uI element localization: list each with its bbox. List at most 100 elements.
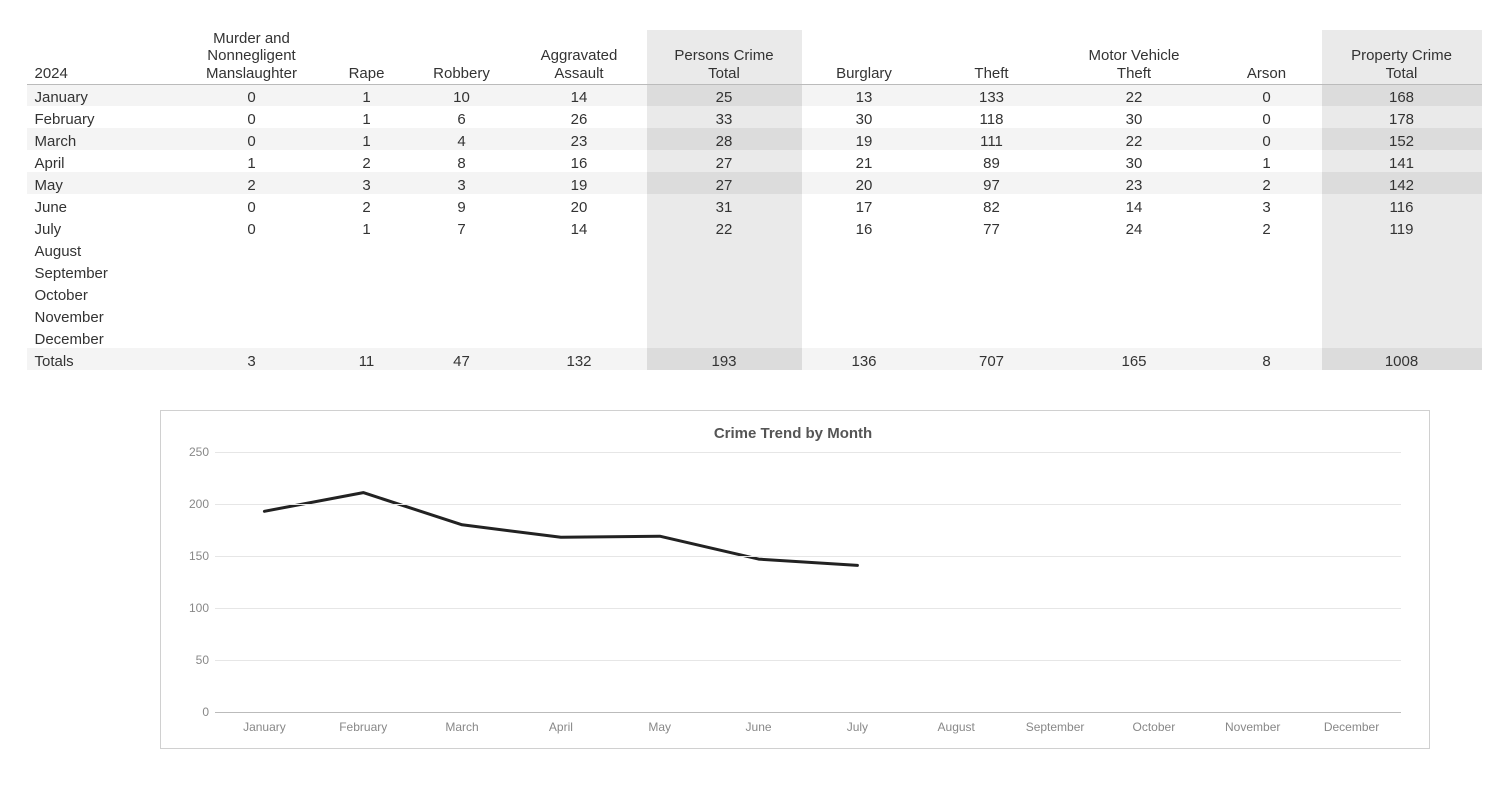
y-tick-label: 0: [177, 705, 209, 719]
chart-line: [215, 452, 1401, 712]
crime-table: 2024 Murder andNonnegligentManslaughterR…: [27, 30, 1482, 370]
x-tick-label: February: [314, 720, 413, 734]
data-cell: 30: [802, 106, 927, 128]
totals-cell: 3: [182, 348, 322, 370]
data-cell: [647, 260, 802, 282]
data-cell: 0: [182, 106, 322, 128]
data-cell: 77: [927, 216, 1057, 238]
month-cell: April: [27, 150, 182, 172]
data-cell: [512, 238, 647, 260]
totals-cell: 165: [1057, 348, 1212, 370]
grid-line: [215, 556, 1401, 557]
data-cell: 2: [1212, 216, 1322, 238]
data-cell: 14: [1057, 194, 1212, 216]
data-cell: [1322, 260, 1482, 282]
data-cell: [322, 304, 412, 326]
table-row: July01714221677242119: [27, 216, 1482, 238]
x-tick-label: January: [215, 720, 314, 734]
chart-x-axis: JanuaryFebruaryMarchAprilMayJuneJulyAugu…: [215, 720, 1401, 734]
month-cell: February: [27, 106, 182, 128]
data-cell: 3: [412, 172, 512, 194]
data-cell: [1057, 282, 1212, 304]
x-tick-label: October: [1104, 720, 1203, 734]
data-cell: 28: [647, 128, 802, 150]
data-cell: 23: [1057, 172, 1212, 194]
data-cell: 133: [927, 84, 1057, 106]
data-cell: [182, 260, 322, 282]
data-cell: [412, 238, 512, 260]
table-row: September: [27, 260, 1482, 282]
data-cell: [322, 282, 412, 304]
data-cell: 2: [322, 150, 412, 172]
grid-line: [215, 504, 1401, 505]
data-cell: [1322, 304, 1482, 326]
data-cell: 0: [182, 216, 322, 238]
data-cell: 6: [412, 106, 512, 128]
data-cell: [182, 326, 322, 348]
x-tick-label: December: [1302, 720, 1401, 734]
data-cell: [322, 260, 412, 282]
data-cell: [512, 304, 647, 326]
data-cell: 23: [512, 128, 647, 150]
data-cell: 19: [512, 172, 647, 194]
data-cell: [802, 238, 927, 260]
data-cell: 14: [512, 84, 647, 106]
col-header: Theft: [927, 30, 1057, 84]
data-cell: 22: [647, 216, 802, 238]
month-cell: July: [27, 216, 182, 238]
col-header: Arson: [1212, 30, 1322, 84]
data-cell: [1212, 326, 1322, 348]
totals-cell: 132: [512, 348, 647, 370]
x-axis-line: [215, 712, 1401, 713]
data-cell: [182, 304, 322, 326]
data-cell: 4: [412, 128, 512, 150]
x-tick-label: May: [610, 720, 709, 734]
table-row: April12816272189301141: [27, 150, 1482, 172]
data-cell: [512, 260, 647, 282]
data-cell: 30: [1057, 106, 1212, 128]
totals-cell: 8: [1212, 348, 1322, 370]
data-cell: 19: [802, 128, 927, 150]
table-row: May23319272097232142: [27, 172, 1482, 194]
data-cell: 22: [1057, 128, 1212, 150]
data-cell: 0: [182, 194, 322, 216]
x-tick-label: July: [808, 720, 907, 734]
y-tick-label: 250: [177, 445, 209, 459]
data-cell: [182, 238, 322, 260]
data-cell: 0: [1212, 84, 1322, 106]
data-cell: 1: [1212, 150, 1322, 172]
month-cell: October: [27, 282, 182, 304]
col-header: Rape: [322, 30, 412, 84]
data-cell: 0: [1212, 128, 1322, 150]
y-tick-label: 150: [177, 549, 209, 563]
data-cell: [412, 326, 512, 348]
data-cell: 26: [512, 106, 647, 128]
data-cell: [802, 304, 927, 326]
data-cell: [322, 238, 412, 260]
x-tick-label: September: [1006, 720, 1105, 734]
data-cell: [647, 326, 802, 348]
data-cell: [322, 326, 412, 348]
table-row: November: [27, 304, 1482, 326]
totals-label: Totals: [27, 348, 182, 370]
data-cell: 10: [412, 84, 512, 106]
data-cell: 8: [412, 150, 512, 172]
month-cell: March: [27, 128, 182, 150]
data-cell: [1057, 260, 1212, 282]
data-cell: [412, 260, 512, 282]
data-cell: [802, 260, 927, 282]
totals-cell: 47: [412, 348, 512, 370]
data-cell: [1212, 238, 1322, 260]
data-cell: 141: [1322, 150, 1482, 172]
y-tick-label: 100: [177, 601, 209, 615]
data-cell: [647, 304, 802, 326]
data-cell: [927, 282, 1057, 304]
data-cell: [927, 260, 1057, 282]
totals-row: Totals3114713219313670716581008: [27, 348, 1482, 370]
data-cell: 2: [182, 172, 322, 194]
data-cell: [1212, 282, 1322, 304]
data-cell: 89: [927, 150, 1057, 172]
y-tick-label: 200: [177, 497, 209, 511]
data-cell: 20: [512, 194, 647, 216]
data-cell: 17: [802, 194, 927, 216]
